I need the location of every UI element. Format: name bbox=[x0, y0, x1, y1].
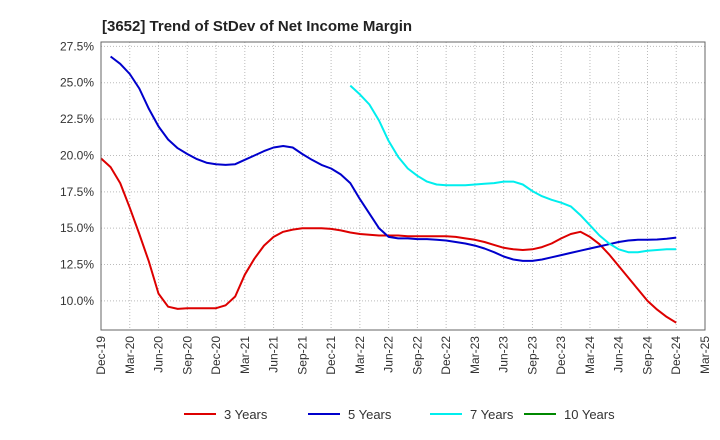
legend-label-5-years: 5 Years bbox=[348, 407, 392, 422]
y-tick-label: 25.0% bbox=[60, 76, 94, 90]
x-tick-label: Sep-23 bbox=[525, 336, 539, 375]
y-tick-label: 10.0% bbox=[60, 294, 94, 308]
x-tick-label: Dec-21 bbox=[324, 336, 338, 375]
x-tick-label: Mar-23 bbox=[468, 336, 482, 374]
x-tick-label: Sep-24 bbox=[640, 336, 654, 375]
x-tick-label: Sep-21 bbox=[295, 336, 309, 375]
x-tick-label: Dec-24 bbox=[669, 336, 683, 375]
y-tick-label: 27.5% bbox=[60, 39, 94, 53]
x-tick-label: Jun-20 bbox=[152, 336, 166, 373]
x-tick-label: Mar-21 bbox=[238, 336, 252, 374]
legend-label-10-years: 10 Years bbox=[564, 407, 615, 422]
x-tick-label: Jun-22 bbox=[382, 336, 396, 373]
x-tick-label: Jun-24 bbox=[612, 336, 626, 373]
legend: 3 Years 5 Years 7 Years 10 Years bbox=[184, 407, 615, 422]
y-tick-label: 15.0% bbox=[60, 221, 94, 235]
x-tick-label: Jun-21 bbox=[267, 336, 281, 373]
y-tick-label: 22.5% bbox=[60, 112, 94, 126]
x-tick-label: Dec-22 bbox=[439, 336, 453, 375]
legend-label-3-years: 3 Years bbox=[224, 407, 268, 422]
y-tick-label: 12.5% bbox=[60, 258, 94, 272]
x-axis-ticks: Dec-19 Mar-20 Jun-20 Sep-20 Dec-20 Mar-21 Jun-… bbox=[94, 336, 712, 375]
plot-frame bbox=[100, 41, 706, 331]
y-tick-label: 20.0% bbox=[60, 148, 94, 162]
x-tick-label: Jun-23 bbox=[497, 336, 511, 373]
grid bbox=[101, 42, 705, 330]
x-tick-label: Mar-20 bbox=[123, 336, 137, 374]
x-tick-label: Sep-20 bbox=[180, 336, 194, 375]
x-tick-label: Dec-19 bbox=[94, 336, 108, 375]
series-lines bbox=[100, 55, 677, 324]
x-tick-label: Mar-24 bbox=[583, 336, 597, 374]
series-line-5-years bbox=[109, 55, 677, 262]
x-tick-label: Dec-23 bbox=[554, 336, 568, 375]
x-tick-label: Dec-20 bbox=[209, 336, 223, 375]
y-axis-ticks: 10.0% 12.5% 15.0% 17.5% 20.0% 22.5% 25.0% 27.5% bbox=[60, 39, 94, 308]
series-line-7-years bbox=[349, 84, 677, 254]
series-line-3-years bbox=[100, 157, 677, 324]
x-tick-label: Sep-22 bbox=[410, 336, 424, 375]
legend-label-7-years: 7 Years bbox=[470, 407, 514, 422]
x-tick-label: Mar-22 bbox=[353, 336, 367, 374]
y-tick-label: 17.5% bbox=[60, 185, 94, 199]
x-tick-label: Mar-25 bbox=[698, 336, 712, 374]
chart-title: [3652] Trend of StDev of Net Income Marg… bbox=[102, 18, 412, 35]
